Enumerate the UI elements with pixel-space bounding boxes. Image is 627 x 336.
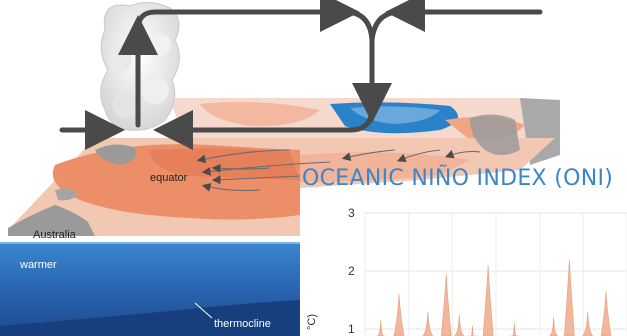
oni-peak-11 <box>600 291 612 336</box>
warmer-label: warmer <box>20 259 57 271</box>
surface-slab <box>8 114 555 236</box>
oni-peak-0 <box>375 320 387 336</box>
y-axis-label: °C) <box>306 313 318 330</box>
deep-layer <box>0 300 300 336</box>
thermocline-label: thermocline <box>214 318 271 330</box>
oni-peak-4 <box>454 314 465 336</box>
y-tick-1: 1 <box>348 322 355 336</box>
australia-label: Australia <box>33 229 76 241</box>
australia-land <box>8 205 95 236</box>
oni-peaks <box>375 259 612 336</box>
y-tick-3: 3 <box>348 206 355 220</box>
oni-peak-2 <box>422 311 434 336</box>
oni-chart <box>302 196 627 336</box>
chart-title: OCEANIC NIÑO INDEX (ONI) <box>302 166 614 191</box>
oni-peak-1 <box>393 294 405 336</box>
thermocline-pointer <box>194 302 213 319</box>
equator-label: equator <box>150 172 188 184</box>
oni-peak-7 <box>508 323 520 336</box>
oni-peak-10 <box>582 311 594 336</box>
oni-peak-3 <box>440 273 452 336</box>
oni-peak-9 <box>564 259 575 336</box>
oni-gridlines <box>364 212 627 336</box>
ocean-cross-section <box>0 242 300 336</box>
walker-circulation <box>59 0 543 150</box>
oni-peak-5 <box>466 326 478 336</box>
y-tick-2: 2 <box>348 264 355 278</box>
oni-peak-6 <box>482 265 494 336</box>
